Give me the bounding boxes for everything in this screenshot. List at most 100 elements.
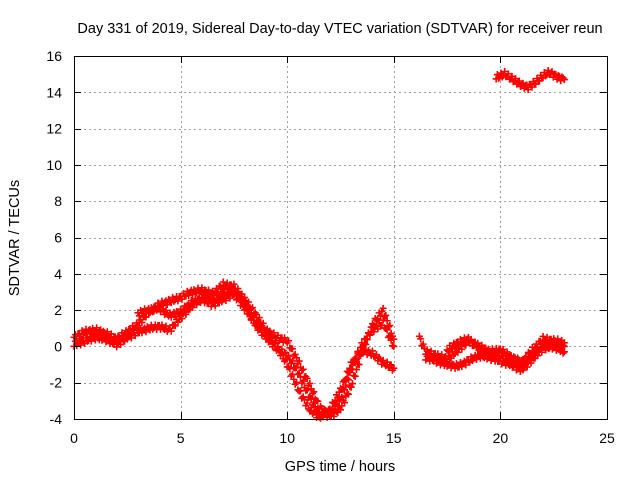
data-point — [103, 334, 111, 342]
data-point — [560, 342, 568, 350]
data-point — [267, 333, 275, 341]
data-point — [249, 304, 257, 312]
data-point — [423, 346, 431, 354]
data-point — [386, 362, 394, 370]
data-point — [306, 393, 314, 401]
data-point — [378, 308, 386, 316]
data-point — [352, 356, 360, 364]
data-point — [138, 329, 146, 337]
data-point — [295, 369, 303, 377]
data-point — [337, 384, 344, 392]
data-point — [355, 350, 363, 358]
tick-layer — [74, 56, 608, 420]
data-point — [363, 335, 371, 343]
y-tick-label: 4 — [54, 266, 62, 282]
data-point — [417, 335, 425, 343]
data-point — [334, 402, 342, 410]
data-point — [560, 76, 568, 84]
data-point — [390, 342, 398, 350]
data-point — [512, 75, 520, 83]
data-point — [382, 325, 390, 333]
data-point — [293, 364, 301, 372]
data-point — [507, 353, 515, 361]
data-point — [390, 364, 398, 372]
data-point — [234, 294, 242, 302]
data-point — [127, 334, 135, 342]
data-point — [306, 380, 314, 388]
data-point — [340, 399, 348, 407]
data-point — [314, 397, 322, 405]
data-point — [303, 386, 311, 394]
data-point — [454, 348, 462, 356]
data-point — [238, 298, 246, 306]
data-point — [281, 357, 289, 365]
data-point — [337, 406, 344, 414]
data-point — [458, 363, 466, 371]
data-point — [350, 372, 358, 380]
data-point — [205, 286, 213, 294]
data-point — [347, 383, 355, 391]
data-point — [162, 306, 170, 314]
data-point — [419, 340, 427, 348]
data-point — [516, 361, 524, 369]
data-point — [211, 302, 219, 310]
x-tick-label: 5 — [177, 430, 185, 446]
data-point — [178, 315, 186, 323]
x-tick-label: 25 — [599, 430, 615, 446]
data-point — [387, 336, 395, 344]
series-track-a — [70, 278, 398, 420]
x-tick-label: 20 — [493, 430, 509, 446]
data-point — [171, 322, 179, 330]
data-point — [297, 373, 305, 381]
data-point — [310, 398, 318, 406]
data-point — [539, 332, 547, 340]
data-point — [458, 345, 466, 353]
data-point — [310, 388, 318, 396]
data-point — [303, 399, 311, 407]
data-point — [113, 343, 121, 351]
data-point — [293, 378, 301, 386]
data-point — [253, 318, 261, 326]
data-point — [285, 351, 293, 359]
data-point — [511, 354, 519, 362]
data-point — [523, 363, 531, 371]
data-point — [295, 357, 303, 365]
data-point — [307, 394, 315, 402]
data-point — [492, 348, 500, 356]
data-point — [117, 341, 125, 349]
data-point — [286, 365, 294, 373]
data-point — [270, 339, 278, 347]
y-tick-label: 2 — [54, 302, 62, 318]
data-point — [98, 336, 106, 344]
data-point — [138, 319, 146, 327]
data-point — [231, 289, 239, 297]
data-point — [443, 346, 451, 354]
series-track-b — [70, 285, 398, 421]
series-track-g — [492, 66, 568, 94]
data-layer — [70, 66, 568, 422]
data-point — [77, 341, 85, 349]
data-point — [443, 362, 451, 370]
data-point — [246, 309, 254, 317]
data-point — [289, 345, 297, 353]
data-point — [182, 306, 190, 314]
data-point — [255, 314, 263, 322]
data-point — [331, 397, 339, 405]
data-point — [87, 337, 95, 345]
data-point — [344, 390, 352, 398]
data-point — [222, 297, 230, 305]
data-point — [372, 351, 380, 359]
data-point — [542, 72, 550, 80]
x-tick-label: 15 — [386, 430, 402, 446]
data-point — [158, 305, 166, 313]
data-point — [379, 356, 387, 364]
data-point — [171, 312, 179, 320]
data-point — [471, 338, 479, 346]
data-point — [153, 306, 161, 314]
data-point — [263, 329, 271, 337]
x-tick-label: 0 — [70, 430, 78, 446]
data-point — [450, 350, 458, 358]
data-point — [174, 297, 182, 305]
data-point — [447, 354, 455, 362]
